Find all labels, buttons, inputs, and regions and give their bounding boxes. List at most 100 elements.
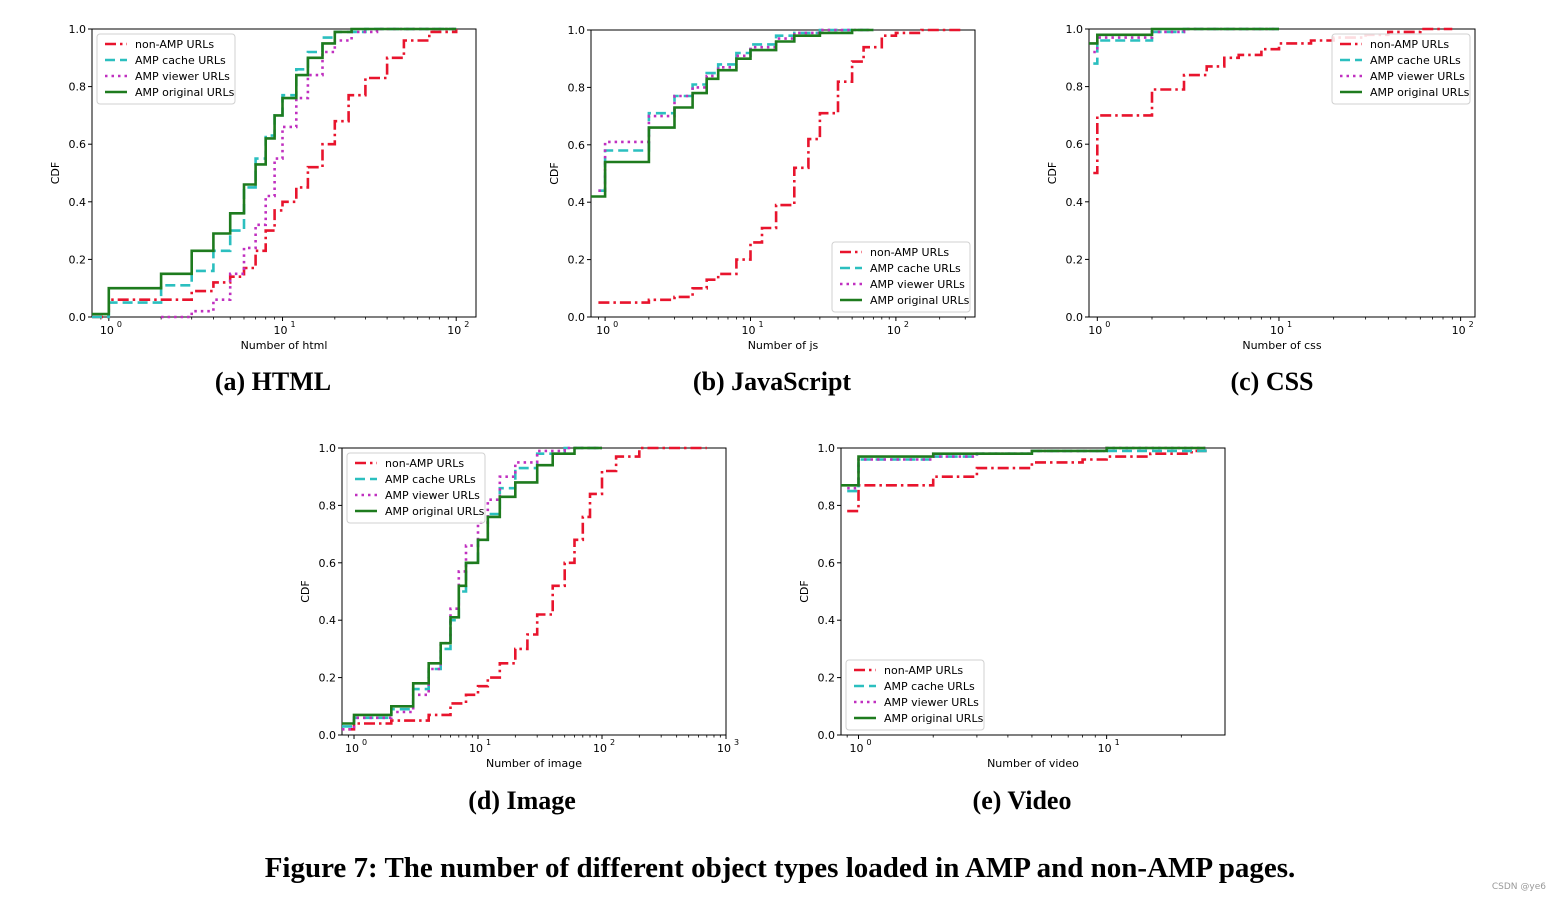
- subcaption-html: (a) HTML: [214, 367, 332, 396]
- legend-box: [845, 659, 985, 731]
- legend-label: AMP viewer URLs: [135, 70, 230, 83]
- y-tick-label: 0.0: [69, 311, 87, 324]
- x-tick-label: 10: [887, 324, 901, 337]
- x-tick-exponent: 1: [758, 320, 763, 329]
- subcaption-video: (e) Video: [972, 786, 1072, 815]
- series-line-non-amp: [92, 29, 458, 319]
- series-line-amp-original: [342, 446, 602, 725]
- legend-label: AMP cache URLs: [884, 680, 975, 693]
- y-tick-label: 0.6: [1066, 138, 1084, 151]
- y-tick-label: 0.0: [319, 729, 337, 742]
- y-axis-label: CDF: [798, 580, 811, 602]
- y-tick-label: 0.4: [69, 196, 87, 209]
- x-tick-label: 10: [1270, 324, 1284, 337]
- x-tick-exponent: 2: [1469, 320, 1474, 329]
- legend: non-AMP URLs AMP cache URLs AMP viewer URL…: [1331, 33, 1471, 105]
- y-tick-label: 0.2: [1066, 253, 1084, 266]
- x-tick-exponent: 2: [464, 320, 469, 329]
- y-tick-label: 1.0: [69, 23, 87, 36]
- legend-label: AMP original URLs: [870, 294, 970, 307]
- series-line-non-amp: [1093, 27, 1453, 175]
- y-tick-label: 0.0: [568, 311, 586, 324]
- x-tick-label: 10: [593, 742, 607, 755]
- y-tick-label: 0.2: [69, 253, 87, 266]
- x-tick-label: 10: [274, 324, 288, 337]
- y-axis-label: CDF: [299, 580, 312, 602]
- legend-box: [1331, 33, 1471, 105]
- legend-box: [831, 241, 971, 313]
- series-line-amp-viewer: [847, 446, 1206, 490]
- legend-label: non-AMP URLs: [135, 38, 214, 51]
- y-tick-label: 0.6: [69, 138, 87, 151]
- legend-label: AMP cache URLs: [870, 262, 961, 275]
- y-axis-label: CDF: [49, 162, 62, 184]
- x-tick-exponent: 2: [904, 320, 909, 329]
- y-tick-label: 0.4: [818, 614, 836, 627]
- y-tick-label: 1.0: [818, 442, 836, 455]
- series-group: [92, 27, 458, 319]
- y-axis-label: CDF: [1046, 162, 1059, 184]
- legend-label: non-AMP URLs: [385, 457, 464, 470]
- y-tick-label: 1.0: [1066, 23, 1084, 36]
- legend-label: AMP viewer URLs: [1370, 70, 1465, 83]
- y-tick-label: 0.6: [319, 557, 337, 570]
- x-tick-label: 10: [1088, 324, 1102, 337]
- series-line-amp-original: [92, 27, 457, 316]
- legend-label: AMP viewer URLs: [385, 489, 480, 502]
- y-tick-label: 0.8: [69, 81, 87, 94]
- legend-box: [96, 33, 236, 105]
- x-tick-exponent: 1: [291, 320, 296, 329]
- x-tick-label: 10: [1098, 742, 1112, 755]
- series-group: [841, 446, 1207, 513]
- series-line-amp-original: [1089, 27, 1279, 45]
- x-tick-exponent: 0: [117, 320, 122, 329]
- legend: non-AMP URLs AMP cache URLs AMP viewer URL…: [845, 659, 985, 731]
- x-axis-label: Number of js: [748, 339, 819, 352]
- x-tick-label: 10: [1452, 324, 1466, 337]
- watermark: CSDN @ye6: [1491, 882, 1546, 892]
- x-tick-exponent: 1: [1115, 738, 1120, 747]
- x-tick-exponent: 2: [610, 738, 615, 747]
- y-tick-label: 0.4: [1066, 196, 1084, 209]
- series-line-amp-viewer: [342, 446, 602, 731]
- series-line-amp-cache: [342, 446, 602, 728]
- figure-caption: Figure 7: The number of different object…: [264, 852, 1296, 884]
- y-tick-label: 0.6: [818, 557, 836, 570]
- y-tick-label: 1.0: [568, 24, 586, 37]
- x-tick-label: 10: [717, 742, 731, 755]
- series-group: [342, 446, 707, 731]
- x-tick-label: 10: [447, 324, 461, 337]
- x-tick-exponent: 0: [1105, 320, 1110, 329]
- legend-box: [346, 452, 486, 524]
- x-tick-label: 10: [596, 324, 610, 337]
- x-tick-exponent: 0: [362, 738, 367, 747]
- legend-label: non-AMP URLs: [884, 664, 963, 677]
- y-tick-label: 1.0: [319, 442, 337, 455]
- x-tick-exponent: 3: [734, 738, 739, 747]
- x-axis-label: Number of css: [1242, 339, 1322, 352]
- x-tick-label: 10: [741, 324, 755, 337]
- legend-label: AMP viewer URLs: [884, 696, 979, 709]
- y-tick-label: 0.2: [818, 672, 836, 685]
- x-tick-label: 10: [100, 324, 114, 337]
- y-tick-label: 0.0: [1066, 311, 1084, 324]
- y-tick-label: 0.8: [818, 499, 836, 512]
- subcaption-image: (d) Image: [468, 786, 576, 815]
- legend: non-AMP URLs AMP cache URLs AMP viewer URL…: [346, 452, 486, 524]
- legend-label: AMP cache URLs: [385, 473, 476, 486]
- series-line-amp-original: [591, 28, 874, 198]
- y-tick-label: 0.0: [818, 729, 836, 742]
- x-axis-label: Number of image: [486, 757, 582, 770]
- subcaption-css: (c) CSS: [1230, 367, 1314, 396]
- legend-label: AMP cache URLs: [1370, 54, 1461, 67]
- series-group: [1089, 27, 1453, 175]
- legend-label: AMP cache URLs: [135, 54, 226, 67]
- y-tick-label: 0.8: [568, 81, 586, 94]
- x-tick-exponent: 0: [867, 738, 872, 747]
- series-line-amp-original: [841, 446, 1206, 487]
- x-axis-label: Number of video: [987, 757, 1079, 770]
- series-line-non-amp: [348, 446, 707, 731]
